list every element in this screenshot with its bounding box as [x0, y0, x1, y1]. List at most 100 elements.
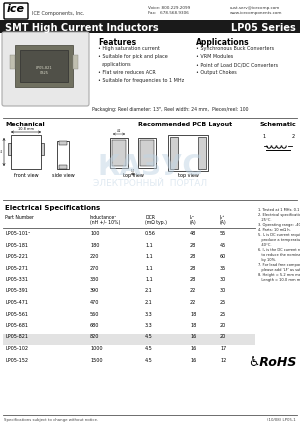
- Text: 18: 18: [190, 323, 196, 328]
- Text: LP05-821: LP05-821: [5, 334, 28, 340]
- Text: 18: 18: [190, 312, 196, 317]
- Text: 2. Electrical specifications at: 2. Electrical specifications at: [258, 213, 300, 217]
- Text: (A): (A): [220, 220, 227, 225]
- Bar: [15, 45, 73, 87]
- Text: to reduce the nominal inductance: to reduce the nominal inductance: [258, 253, 300, 257]
- Bar: [140, 140, 154, 166]
- Text: Electrical Specifications: Electrical Specifications: [5, 205, 100, 211]
- Text: • VRM Modules: • VRM Modules: [196, 54, 233, 59]
- Text: • Point of Load DC/DC Converters: • Point of Load DC/DC Converters: [196, 62, 278, 67]
- Text: 2.1: 2.1: [145, 300, 153, 305]
- Text: 30: 30: [220, 289, 226, 294]
- Bar: [59, 141, 67, 145]
- Text: 40°C.: 40°C.: [258, 243, 272, 247]
- Bar: [112, 140, 126, 166]
- Text: LP05 Series: LP05 Series: [231, 23, 296, 33]
- Text: • High saturation current: • High saturation current: [98, 46, 160, 51]
- Text: side view: side view: [52, 173, 74, 178]
- Text: 4.5: 4.5: [145, 346, 153, 351]
- Text: 6. Iₚ is the DC current required: 6. Iₚ is the DC current required: [258, 248, 300, 252]
- Text: 100: 100: [90, 231, 99, 236]
- Text: LP05-561: LP05-561: [5, 312, 28, 317]
- Text: LP05-331: LP05-331: [5, 277, 28, 282]
- Bar: [59, 165, 67, 169]
- Text: 330: 330: [90, 277, 99, 282]
- Text: LP05-102: LP05-102: [5, 346, 28, 351]
- Text: 1.1: 1.1: [145, 266, 153, 270]
- Text: LP05-181: LP05-181: [5, 243, 28, 247]
- Text: 1000: 1000: [90, 346, 103, 351]
- Text: Applications: Applications: [196, 38, 250, 47]
- Text: Packaging: Reel diameter: 13", Reel width: 24 mm,  Pieces/reel: 100: Packaging: Reel diameter: 13", Reel widt…: [92, 107, 248, 112]
- Bar: [73, 55, 78, 69]
- Text: • Output Chokes: • Output Chokes: [196, 70, 237, 75]
- Text: 17: 17: [220, 346, 226, 351]
- Text: 220: 220: [90, 254, 99, 259]
- Text: 48: 48: [190, 231, 196, 236]
- FancyBboxPatch shape: [4, 3, 28, 19]
- Text: • Synchronous Buck Converters: • Synchronous Buck Converters: [196, 46, 274, 51]
- Text: КАЗУС: КАЗУС: [97, 153, 203, 181]
- Text: Schematic: Schematic: [260, 122, 297, 127]
- Bar: [170, 137, 178, 169]
- Text: (mΩ typ.): (mΩ typ.): [145, 220, 167, 225]
- Text: by 10%.: by 10%.: [258, 258, 276, 262]
- Text: 4.5: 4.5: [145, 334, 153, 340]
- Text: LP05-821: LP05-821: [36, 66, 52, 70]
- Text: Part Number: Part Number: [5, 215, 34, 220]
- Bar: [110, 138, 128, 168]
- Text: LP05-101⁴: LP05-101⁴: [5, 231, 30, 236]
- Text: please add 'LF' as suffix.: please add 'LF' as suffix.: [258, 268, 300, 272]
- Text: front view: front view: [14, 173, 38, 178]
- Text: 820: 820: [90, 334, 99, 340]
- Text: • Suitable for pick and place: • Suitable for pick and place: [98, 54, 168, 59]
- Bar: [0, 20, 300, 33]
- Text: 560: 560: [90, 312, 99, 317]
- Text: 28: 28: [190, 277, 196, 282]
- Text: • Suitable for frequencies to 1 MHz: • Suitable for frequencies to 1 MHz: [98, 78, 184, 83]
- Text: Specifications subject to change without notice.: Specifications subject to change without…: [4, 418, 98, 422]
- Text: 680: 680: [90, 323, 99, 328]
- Text: 22: 22: [190, 300, 196, 305]
- Text: 3.3: 3.3: [145, 323, 153, 328]
- Text: produce a temperature rise of: produce a temperature rise of: [258, 238, 300, 242]
- Text: top view: top view: [123, 173, 143, 178]
- Text: 1.1: 1.1: [145, 243, 153, 247]
- Text: LP05-221: LP05-221: [5, 254, 28, 259]
- Text: 270: 270: [90, 266, 99, 270]
- Text: LP05-681: LP05-681: [5, 323, 28, 328]
- Text: 28: 28: [190, 266, 196, 270]
- Text: ice: ice: [7, 4, 25, 14]
- Text: 45: 45: [220, 243, 226, 247]
- Text: 5.7: 5.7: [131, 169, 135, 173]
- Text: Features: Features: [98, 38, 136, 47]
- Text: 1500: 1500: [90, 357, 103, 363]
- Text: Inductance¹: Inductance¹: [90, 215, 117, 220]
- Text: 35: 35: [220, 266, 226, 270]
- Text: Fax:   678.568.9306: Fax: 678.568.9306: [148, 11, 189, 15]
- Text: (nH +/- 10%): (nH +/- 10%): [90, 220, 120, 225]
- Text: 22: 22: [190, 289, 196, 294]
- Text: 470: 470: [90, 300, 99, 305]
- Bar: [11, 135, 41, 169]
- Text: Voice: 800.229.2099: Voice: 800.229.2099: [148, 6, 190, 10]
- Text: 28: 28: [190, 243, 196, 247]
- Text: 25: 25: [220, 300, 226, 305]
- Text: 1.1: 1.1: [145, 277, 153, 282]
- Text: DCR: DCR: [145, 215, 155, 220]
- Text: Length = 10.0 mm max.: Length = 10.0 mm max.: [258, 278, 300, 282]
- FancyBboxPatch shape: [2, 32, 89, 106]
- Text: top view: top view: [178, 173, 198, 178]
- Text: 1. Tested at 1 MHz, 0.1 Vₓₓₗ.: 1. Tested at 1 MHz, 0.1 Vₓₓₗ.: [258, 208, 300, 212]
- Text: 28: 28: [190, 254, 196, 259]
- Text: 7. For lead free components,: 7. For lead free components,: [258, 263, 300, 267]
- Bar: [198, 137, 206, 169]
- Bar: [20, 50, 68, 82]
- Text: • Flat wire reduces ACR: • Flat wire reduces ACR: [98, 70, 156, 75]
- Text: 3.3: 3.3: [145, 312, 153, 317]
- Text: 4.5: 4.5: [145, 357, 153, 363]
- Text: 20: 20: [220, 334, 226, 340]
- Text: 0.56: 0.56: [145, 231, 156, 236]
- Bar: [168, 135, 208, 171]
- Text: Mechanical: Mechanical: [5, 122, 45, 127]
